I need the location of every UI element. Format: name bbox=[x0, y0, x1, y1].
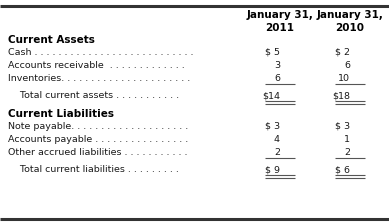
Text: 4: 4 bbox=[274, 135, 280, 144]
Text: 3: 3 bbox=[274, 61, 280, 70]
Text: January 31,
2011: January 31, 2011 bbox=[247, 10, 314, 33]
Text: $ 3: $ 3 bbox=[265, 122, 280, 131]
Text: Current Assets: Current Assets bbox=[8, 35, 95, 45]
Text: $ 3: $ 3 bbox=[335, 122, 350, 131]
Text: 2: 2 bbox=[274, 148, 280, 157]
Text: 6: 6 bbox=[344, 61, 350, 70]
Text: 2: 2 bbox=[344, 148, 350, 157]
Text: $ 5: $ 5 bbox=[265, 48, 280, 57]
Text: $ 2: $ 2 bbox=[335, 48, 350, 57]
Text: 6: 6 bbox=[274, 74, 280, 83]
Text: 1: 1 bbox=[344, 135, 350, 144]
Text: $18: $18 bbox=[332, 91, 350, 100]
Text: Note payable. . . . . . . . . . . . . . . . . . . .: Note payable. . . . . . . . . . . . . . … bbox=[8, 122, 188, 131]
Text: Inventories. . . . . . . . . . . . . . . . . . . . . .: Inventories. . . . . . . . . . . . . . .… bbox=[8, 74, 190, 83]
Text: Other accrued liabilities . . . . . . . . . . .: Other accrued liabilities . . . . . . . … bbox=[8, 148, 187, 157]
Text: 10: 10 bbox=[338, 74, 350, 83]
Text: Current Liabilities: Current Liabilities bbox=[8, 109, 114, 119]
Text: Cash . . . . . . . . . . . . . . . . . . . . . . . . . . .: Cash . . . . . . . . . . . . . . . . . .… bbox=[8, 48, 193, 57]
Text: Accounts payable . . . . . . . . . . . . . . . .: Accounts payable . . . . . . . . . . . .… bbox=[8, 135, 188, 144]
Text: January 31,
2010: January 31, 2010 bbox=[317, 10, 384, 33]
Text: Total current liabilities . . . . . . . . .: Total current liabilities . . . . . . . … bbox=[8, 165, 179, 174]
Text: $ 6: $ 6 bbox=[335, 165, 350, 174]
Text: Accounts receivable  . . . . . . . . . . . . .: Accounts receivable . . . . . . . . . . … bbox=[8, 61, 185, 70]
Text: $14: $14 bbox=[262, 91, 280, 100]
Text: $ 9: $ 9 bbox=[265, 165, 280, 174]
Text: Total current assets . . . . . . . . . . .: Total current assets . . . . . . . . . .… bbox=[8, 91, 179, 100]
